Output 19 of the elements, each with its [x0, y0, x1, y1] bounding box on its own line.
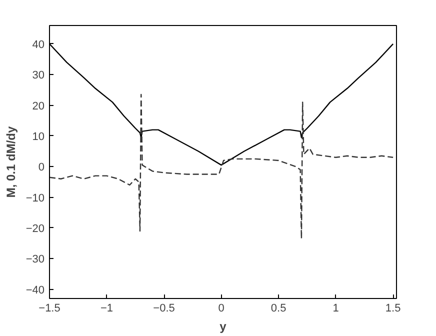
x-tick-label: −1	[100, 302, 114, 314]
x-tick-label: −0.5	[153, 302, 175, 314]
x-tick-label: 1.5	[385, 302, 401, 314]
x-tick-label: 1	[332, 302, 339, 314]
x-tick-label: −1.5	[38, 302, 60, 314]
y-tick-label: 0	[38, 162, 45, 174]
y-tick-label: −40	[26, 284, 45, 296]
x-axis-title: y	[220, 320, 227, 334]
y-tick-label: −20	[26, 222, 45, 235]
y-tick-label: −30	[26, 254, 45, 266]
x-tick-label: 0.5	[270, 302, 286, 314]
y-tick-label: 10	[32, 130, 45, 143]
y-tick-label: −10	[26, 192, 45, 204]
line-series	[50, 94, 394, 240]
y-axis-title: M, 0.1 dM/dy	[4, 126, 18, 198]
y-tick-label: 20	[32, 100, 45, 112]
y-tick-label: 30	[32, 70, 45, 82]
x-tick-label: 0	[218, 302, 224, 314]
y-tick-label: 40	[32, 38, 45, 51]
